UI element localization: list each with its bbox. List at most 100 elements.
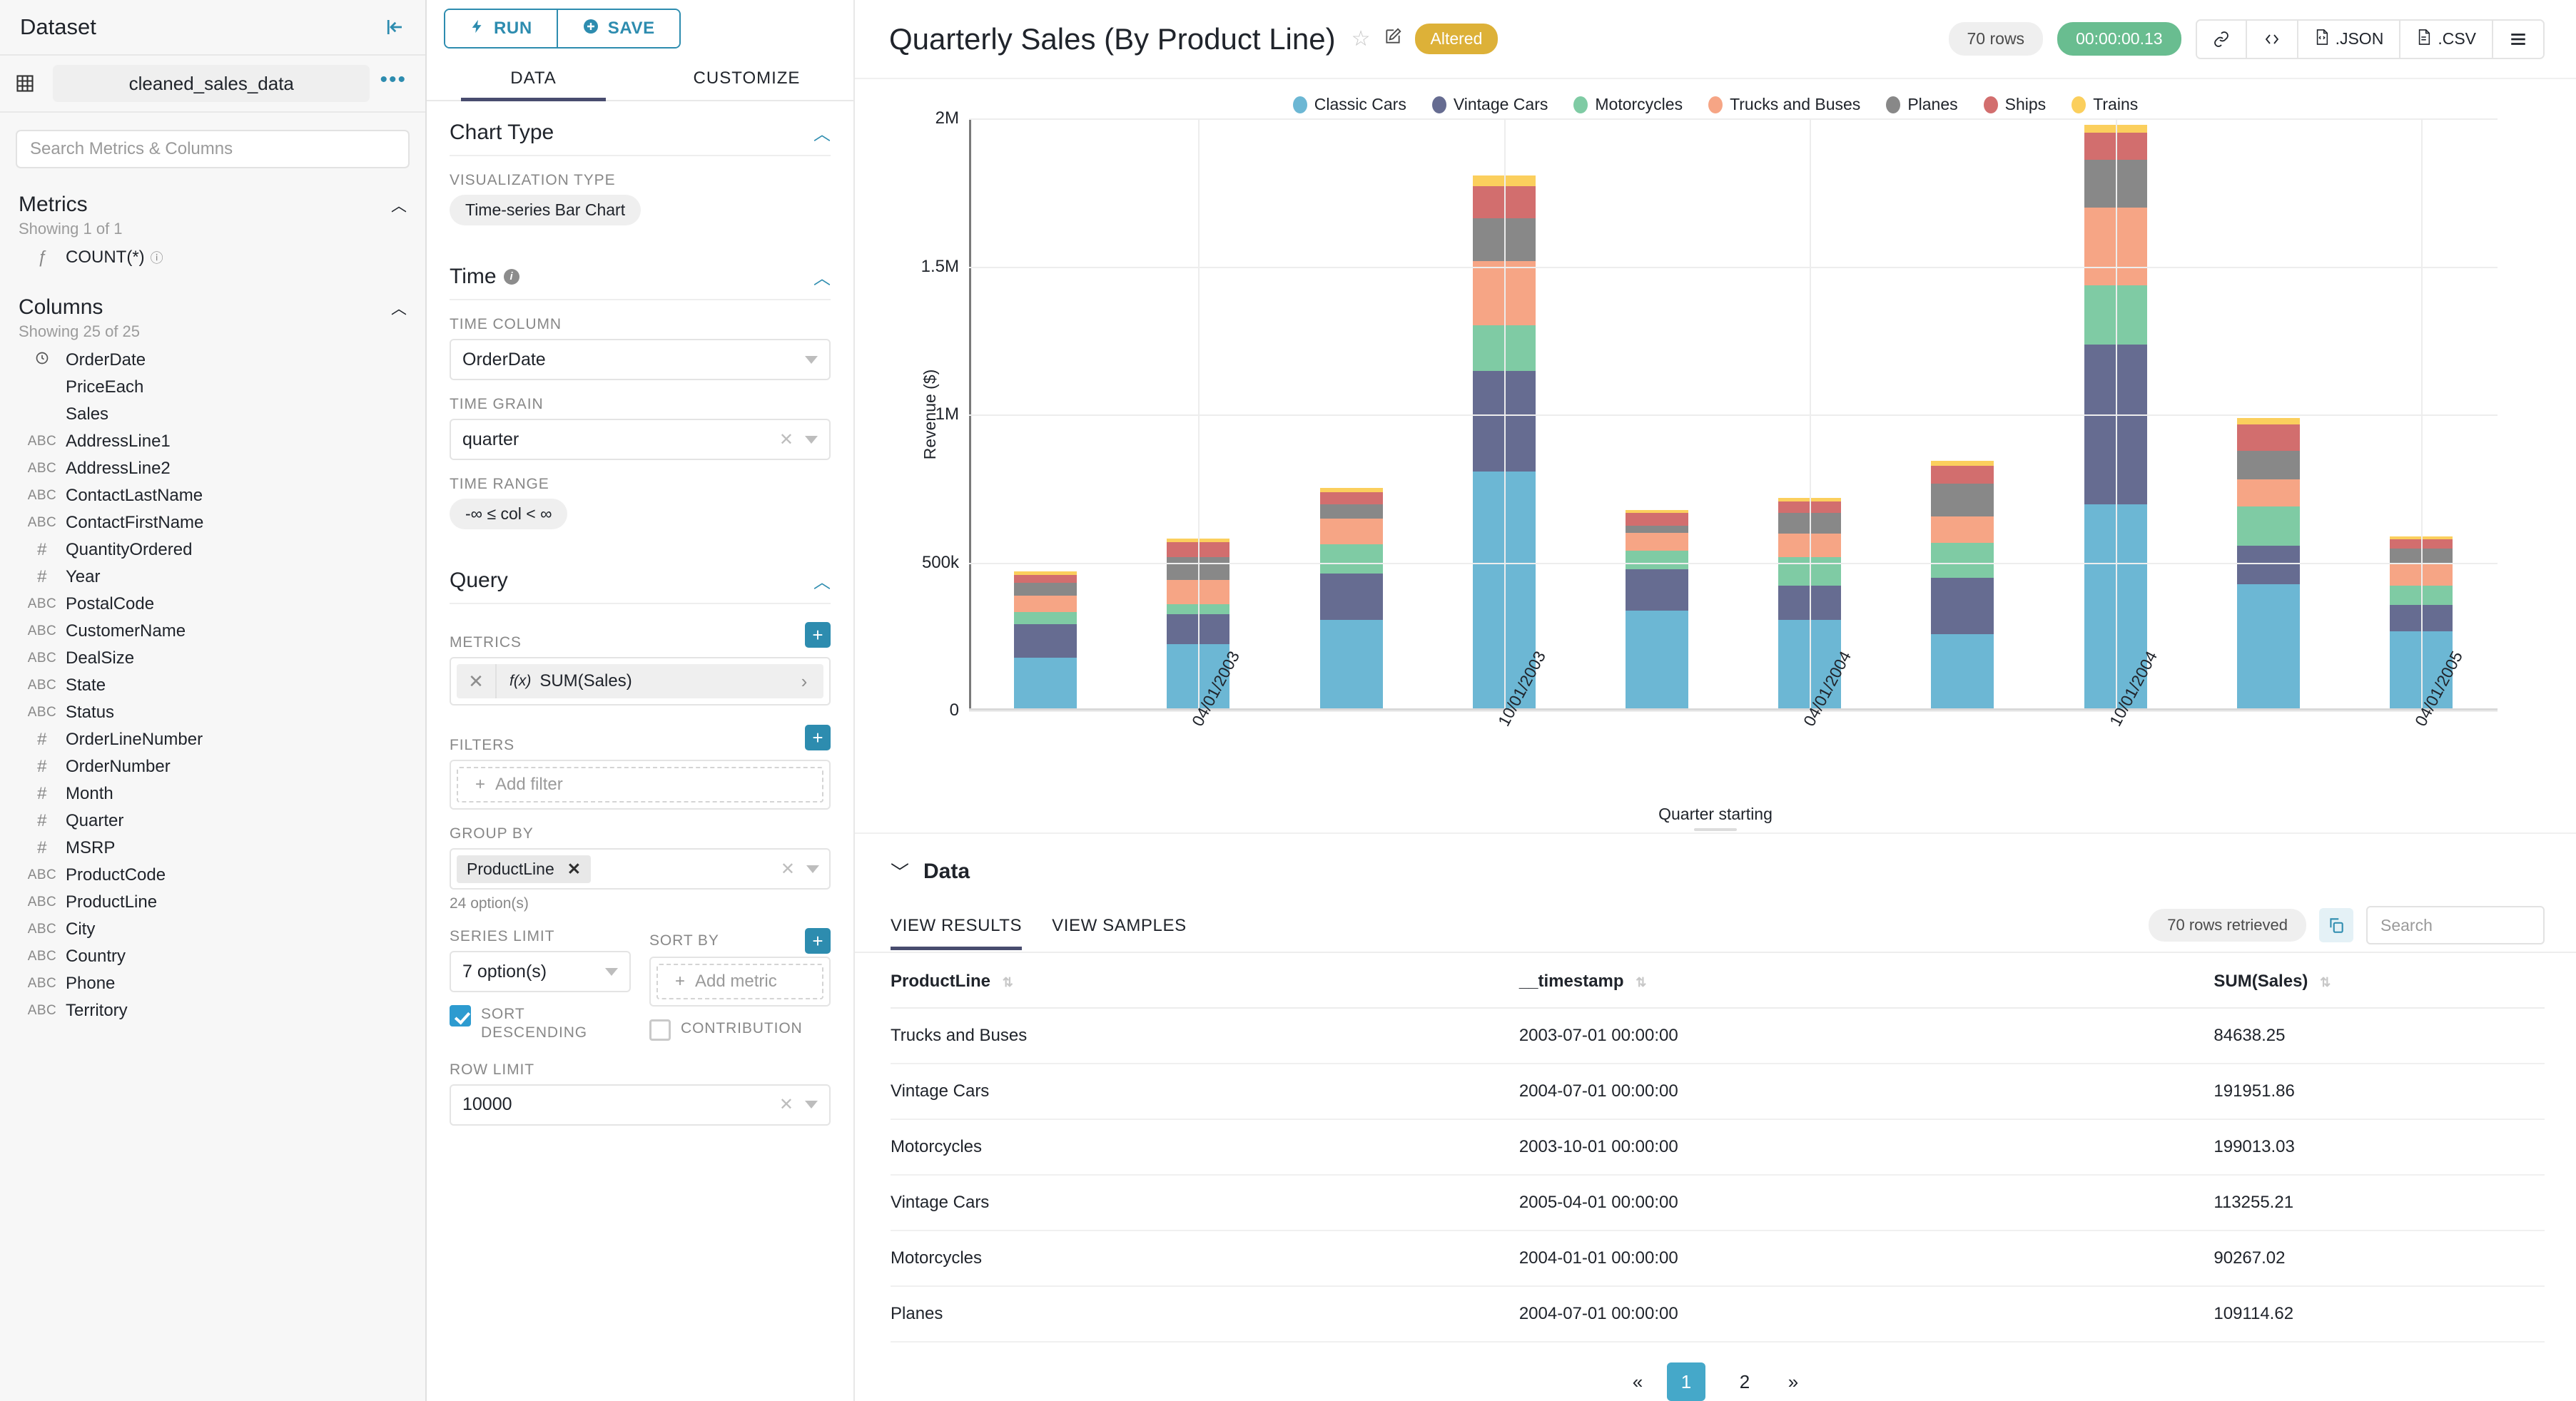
chevron-down-icon[interactable] bbox=[806, 865, 819, 873]
column-item[interactable]: ABC Phone bbox=[0, 970, 425, 997]
remove-group-by-icon[interactable]: ✕ bbox=[567, 859, 582, 878]
bar-segment[interactable] bbox=[1014, 575, 1077, 583]
bar-segment[interactable] bbox=[1625, 569, 1688, 611]
column-item[interactable]: ABC Territory bbox=[0, 997, 425, 1024]
chevron-up-icon[interactable]: ︿ bbox=[813, 269, 831, 288]
bar-segment[interactable] bbox=[1014, 658, 1077, 708]
bar-segment[interactable] bbox=[1931, 577, 1994, 635]
code-icon[interactable] bbox=[2245, 20, 2297, 58]
stacked-bar[interactable] bbox=[2236, 417, 2300, 708]
info-icon[interactable]: i bbox=[503, 268, 519, 285]
bar-segment[interactable] bbox=[1931, 484, 1994, 516]
bar-segment[interactable] bbox=[1625, 551, 1688, 569]
column-item[interactable]: # Month bbox=[0, 780, 425, 808]
stacked-bar[interactable] bbox=[1014, 571, 1077, 708]
save-button[interactable]: SAVE bbox=[556, 10, 679, 47]
chevron-down-icon[interactable] bbox=[605, 967, 618, 976]
column-item[interactable]: ABC PostalCode bbox=[0, 591, 425, 618]
group-by-select[interactable]: ProductLine ✕ ✕ bbox=[450, 848, 831, 890]
bar-segment[interactable] bbox=[1625, 533, 1688, 551]
clear-icon[interactable]: ✕ bbox=[779, 429, 793, 449]
column-item[interactable]: PriceEach bbox=[0, 374, 425, 401]
table-row[interactable]: Vintage Cars 2004-07-01 00:00:00 191951.86 bbox=[891, 1064, 2545, 1120]
bar-segment[interactable] bbox=[1625, 513, 1688, 526]
legend-item[interactable]: Trains bbox=[2072, 95, 2138, 114]
hamburger-menu-icon[interactable] bbox=[2492, 20, 2543, 58]
column-item[interactable]: # OrderNumber bbox=[0, 753, 425, 780]
column-header-sum-sales[interactable]: SUM(Sales) ⇅ bbox=[2214, 953, 2545, 1009]
bar-segment[interactable] bbox=[1931, 634, 1994, 708]
column-item[interactable]: ABC State bbox=[0, 672, 425, 699]
edit-icon[interactable] bbox=[1384, 27, 1402, 51]
time-range-value[interactable]: -∞ ≤ col < ∞ bbox=[450, 499, 568, 529]
bar-segment[interactable] bbox=[1319, 574, 1383, 620]
bar-segment[interactable] bbox=[1319, 544, 1383, 574]
data-section-header[interactable]: ﹀ Data bbox=[855, 834, 2576, 885]
bar-segment[interactable] bbox=[1625, 510, 1688, 514]
bar-segment[interactable] bbox=[1931, 465, 1994, 484]
tab-view-samples[interactable]: VIEW SAMPLES bbox=[1052, 916, 1187, 935]
chevron-down-icon[interactable] bbox=[805, 435, 818, 444]
bar-segment[interactable] bbox=[1319, 492, 1383, 504]
legend-item[interactable]: Ships bbox=[1983, 95, 2046, 114]
chart-type-section-header[interactable]: Chart Type ︿ bbox=[450, 101, 831, 156]
time-grain-select[interactable]: quarter ✕ bbox=[450, 419, 831, 460]
column-item[interactable]: OrderDate bbox=[0, 347, 425, 374]
bar-segment[interactable] bbox=[1014, 623, 1077, 658]
sort-icon[interactable]: ⇅ bbox=[1636, 975, 1647, 989]
legend-item[interactable]: Motorcycles bbox=[1573, 95, 1683, 114]
chevron-up-icon[interactable]: ︿ bbox=[813, 573, 831, 592]
clear-icon[interactable]: ✕ bbox=[780, 859, 795, 879]
bar-segment[interactable] bbox=[1931, 461, 1994, 466]
bar-segment[interactable] bbox=[1319, 619, 1383, 708]
legend-item[interactable]: Vintage Cars bbox=[1431, 95, 1548, 114]
help-circle-icon[interactable]: ⓘ bbox=[150, 251, 163, 265]
column-item[interactable]: ABC ProductLine bbox=[0, 889, 425, 916]
stacked-bar[interactable] bbox=[1319, 488, 1383, 708]
row-limit-select[interactable]: 10000 ✕ bbox=[450, 1084, 831, 1126]
column-item[interactable]: # Year bbox=[0, 564, 425, 591]
chevron-up-icon[interactable]: ︿ bbox=[390, 197, 407, 215]
table-row[interactable]: Planes 2004-07-01 00:00:00 109114.62 bbox=[891, 1286, 2545, 1343]
bar-segment[interactable] bbox=[2236, 506, 2300, 546]
contribution-checkbox[interactable] bbox=[649, 1019, 671, 1041]
copy-icon[interactable] bbox=[2319, 908, 2353, 942]
column-header-productline[interactable]: ProductLine ⇅ bbox=[891, 953, 1519, 1009]
clear-icon[interactable]: ✕ bbox=[779, 1095, 793, 1114]
column-item[interactable]: # QuantityOrdered bbox=[0, 536, 425, 564]
pagination-page-2[interactable]: 2 bbox=[1739, 1370, 1750, 1392]
legend-item[interactable]: Planes bbox=[1886, 95, 1958, 114]
add-filter-button[interactable]: + bbox=[805, 725, 831, 750]
pagination-next[interactable]: » bbox=[1788, 1370, 1799, 1392]
add-metric-button[interactable]: + bbox=[805, 622, 831, 648]
stacked-bar[interactable] bbox=[1625, 510, 1688, 708]
column-item[interactable]: ABC AddressLine1 bbox=[0, 428, 425, 455]
legend-item[interactable]: Classic Cars bbox=[1292, 95, 1406, 114]
remove-metric-icon[interactable]: ✕ bbox=[468, 670, 484, 692]
metrics-section-header[interactable]: Metrics ︿ bbox=[0, 181, 425, 217]
column-item[interactable]: # Quarter bbox=[0, 808, 425, 835]
dataset-selector-row[interactable]: cleaned_sales_data ••• bbox=[0, 56, 425, 113]
chevron-up-icon[interactable]: ︿ bbox=[390, 300, 407, 317]
series-limit-select[interactable]: 7 option(s) bbox=[450, 951, 631, 992]
time-column-select[interactable]: OrderDate bbox=[450, 339, 831, 380]
pagination-page-1[interactable]: 1 bbox=[1667, 1362, 1705, 1401]
chevron-right-icon[interactable]: › bbox=[801, 670, 808, 692]
time-section-header[interactable]: Time i ︿ bbox=[450, 245, 831, 300]
column-item[interactable]: ABC Status bbox=[0, 699, 425, 726]
dataset-name[interactable]: cleaned_sales_data bbox=[53, 65, 370, 102]
sort-descending-row[interactable]: SORT DESCENDING bbox=[450, 1005, 631, 1043]
column-item[interactable]: ABC ProductCode bbox=[0, 862, 425, 889]
table-row[interactable]: Vintage Cars 2005-04-01 00:00:00 113255.21 bbox=[891, 1175, 2545, 1231]
bar-segment[interactable] bbox=[1319, 488, 1383, 493]
tab-data[interactable]: DATA bbox=[427, 58, 640, 101]
stacked-bar[interactable] bbox=[1931, 461, 1994, 708]
column-item[interactable]: ABC CustomerName bbox=[0, 618, 425, 645]
bar-segment[interactable] bbox=[1931, 543, 1994, 578]
column-item[interactable]: ABC ContactFirstName bbox=[0, 509, 425, 536]
tab-view-results[interactable]: VIEW RESULTS bbox=[891, 909, 1023, 950]
table-row[interactable]: Motorcycles 2004-01-01 00:00:00 90267.02 bbox=[891, 1231, 2545, 1287]
contribution-row[interactable]: CONTRIBUTION bbox=[649, 1019, 831, 1041]
json-export-button[interactable]: .JSON bbox=[2296, 20, 2400, 58]
column-item[interactable]: ABC DealSize bbox=[0, 645, 425, 672]
